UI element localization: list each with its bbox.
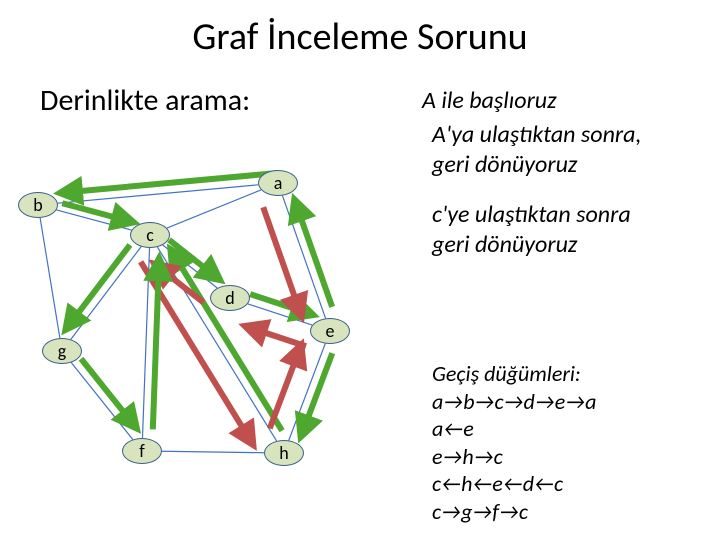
graph-edge-a-b (58, 185, 258, 203)
graph-node-b: b (18, 192, 58, 218)
graph-edge-g-f (71, 363, 133, 440)
graph-edge-c-h (157, 247, 276, 441)
dfs-arrow-h-e-red (270, 344, 302, 429)
graph-edge-e-h (289, 344, 325, 441)
dfs-arrow-e-a-green (294, 199, 332, 307)
graph-node-g: g (42, 338, 82, 364)
graph-edge-c-g (71, 247, 141, 340)
graph-node-d: d (210, 285, 250, 311)
graph-edge-b-c (56, 210, 131, 230)
dfs-arrow-b-c-green (62, 203, 134, 222)
dfs-arrow-f-c-green (153, 257, 159, 429)
dfs-arrow-g-f-green (81, 359, 137, 429)
graph-edge-a-e (282, 196, 325, 319)
dfs-arrow-d-e-green (250, 294, 314, 315)
graph-edge-b-g (40, 218, 60, 338)
dfs-arrow-e-d-red (244, 326, 306, 346)
graph-edge-c-f (142, 248, 149, 438)
graph-edge-d-e (248, 304, 312, 325)
graph-edges-svg (0, 0, 720, 540)
graph-node-e: e (310, 318, 350, 344)
graph-edge-f-h (162, 451, 264, 452)
graph-node-c: c (130, 222, 170, 248)
dfs-arrow-a-b-green (59, 173, 277, 193)
annotation-paths: Geçiş düğümleri: a→b→c→d→e→a a←e e→h→c c… (432, 360, 596, 525)
slide-title: Graf İnceleme Sorunu (0, 14, 720, 60)
dfs-arrow-c-g-green (65, 245, 130, 331)
dfs-arrow-h-c-green (170, 249, 282, 431)
dfs-arrow-a-e-red (263, 207, 302, 317)
graph-node-h: h (264, 440, 304, 466)
annotation-after-a: A'ya ulaştıktan sonra, geri dönüyoruz (432, 120, 641, 180)
dfs-arrow-e-h-green (300, 353, 332, 438)
slide: { "title": "Graf İnceleme Sorunu", "subt… (0, 0, 720, 540)
annotation-start: A ile başlıoruz (422, 86, 557, 116)
graph-edge-a-c (167, 190, 261, 228)
dfs-arrow-c-d-green (169, 240, 221, 281)
graph-node-f: f (122, 438, 162, 464)
slide-subtitle: Derinlikte arama: (40, 82, 250, 119)
dfs-arrow-d-c-red (153, 263, 203, 302)
graph-edge-c-d (163, 245, 218, 288)
graph-node-a: a (258, 170, 298, 196)
annotation-after-c: c'ye ulaştıktan sonra geri dönüyoruz (432, 200, 631, 260)
